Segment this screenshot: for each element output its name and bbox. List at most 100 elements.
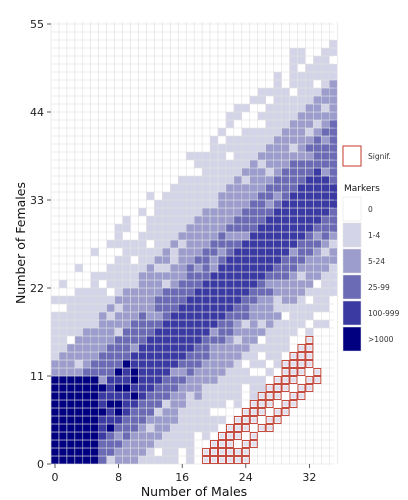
heatmap-cell — [321, 55, 330, 65]
heatmap-cell — [273, 359, 282, 369]
heatmap-cell — [106, 311, 115, 321]
heatmap-cell — [297, 279, 306, 289]
heatmap-cell — [106, 351, 115, 361]
heatmap-cell — [249, 223, 258, 233]
heatmap-cell — [146, 351, 155, 361]
heatmap-cell — [98, 359, 107, 369]
heatmap-cell — [122, 415, 131, 425]
significant-cell-fill — [259, 393, 265, 399]
heatmap-cell — [289, 47, 298, 57]
heatmap-cell — [178, 327, 187, 337]
heatmap-cell — [130, 311, 139, 321]
heatmap-cell — [281, 207, 290, 217]
heatmap-cell — [130, 271, 139, 281]
heatmap-cell — [225, 223, 235, 233]
heatmap-cell — [154, 399, 163, 409]
heatmap-cell — [130, 439, 139, 449]
heatmap-cell — [257, 151, 266, 161]
heatmap-cell — [138, 311, 147, 321]
heatmap-cell — [98, 407, 107, 417]
heatmap-cell — [313, 271, 322, 281]
heatmap-cell — [130, 391, 139, 401]
heatmap-cell — [321, 175, 330, 185]
heatmap-cell — [281, 271, 290, 281]
heatmap-cell — [162, 215, 171, 225]
heatmap-cell — [98, 327, 107, 337]
heatmap-cell — [98, 399, 107, 409]
heatmap-cell — [289, 327, 298, 337]
heatmap-cell — [329, 247, 338, 257]
heatmap-cell — [82, 415, 91, 425]
heatmap-cell — [66, 407, 76, 417]
heatmap-cell — [329, 159, 338, 169]
heatmap-cell — [305, 231, 314, 241]
heatmap-cell — [170, 303, 179, 313]
heatmap-cell — [170, 407, 179, 417]
heatmap-cell — [265, 191, 274, 201]
heatmap-cell — [146, 335, 155, 345]
heatmap-cell — [233, 383, 242, 393]
heatmap-cell — [50, 367, 60, 377]
heatmap-cell — [170, 423, 179, 433]
heatmap-cell — [154, 455, 163, 465]
heatmap-cell — [201, 279, 211, 289]
heatmap-cell — [170, 383, 179, 393]
significant-cell-fill — [227, 441, 233, 447]
heatmap-cell — [249, 175, 258, 185]
heatmap-cell — [297, 183, 306, 193]
heatmap-cell — [313, 223, 322, 233]
heatmap-cell — [321, 255, 330, 265]
heatmap-cell — [98, 415, 107, 425]
heatmap-cell — [114, 239, 123, 249]
heatmap-cell — [225, 231, 235, 241]
heatmap-cell — [265, 295, 274, 305]
heatmap-cell — [82, 295, 91, 305]
heatmap-cell — [241, 311, 250, 321]
heatmap-cell — [321, 303, 330, 313]
legend-bin-label: >1000 — [368, 335, 394, 344]
heatmap-cell — [98, 391, 107, 401]
heatmap-cell — [170, 295, 179, 305]
heatmap-cell — [114, 319, 123, 329]
heatmap-cell — [201, 215, 211, 225]
heatmap-cell — [217, 239, 227, 249]
heatmap-cell — [106, 375, 115, 385]
heatmap-cell — [74, 431, 83, 441]
heatmap-cell — [98, 343, 107, 353]
heatmap-cell — [225, 319, 235, 329]
heatmap-cell — [98, 447, 107, 457]
heatmap-cell — [66, 439, 76, 449]
heatmap-cell — [130, 279, 139, 289]
heatmap-cell — [170, 231, 179, 241]
heatmap-cell — [201, 271, 211, 281]
heatmap-cell — [114, 231, 123, 241]
heatmap-cell — [186, 351, 195, 361]
heatmap-cell — [58, 343, 68, 353]
heatmap-cell — [66, 383, 76, 393]
heatmap-cell — [106, 407, 115, 417]
heatmap-cell — [313, 71, 322, 81]
heatmap-cell — [265, 231, 274, 241]
heatmap-cell — [74, 359, 83, 369]
heatmap-cell — [249, 375, 258, 385]
heatmap-cell — [225, 383, 235, 393]
heatmap-cell — [130, 399, 139, 409]
heatmap-cell — [241, 295, 250, 305]
significant-cell-fill — [291, 361, 296, 367]
heatmap-cell — [233, 247, 242, 257]
heatmap-cell — [241, 335, 250, 345]
heatmap-cell — [162, 247, 171, 257]
heatmap-cell — [233, 375, 242, 385]
heatmap-cell — [289, 215, 298, 225]
heatmap-cell — [289, 103, 298, 113]
heatmap-cell — [106, 239, 115, 249]
heatmap-cell — [194, 375, 203, 385]
heatmap-cell — [194, 263, 203, 273]
heatmap-cell — [313, 135, 322, 145]
heatmap-cell — [305, 239, 314, 249]
heatmap-cell — [50, 431, 60, 441]
heatmap-cell — [241, 183, 250, 193]
heatmap-cell — [241, 327, 250, 337]
heatmap-cell — [225, 191, 235, 201]
heatmap-cell — [170, 447, 179, 457]
